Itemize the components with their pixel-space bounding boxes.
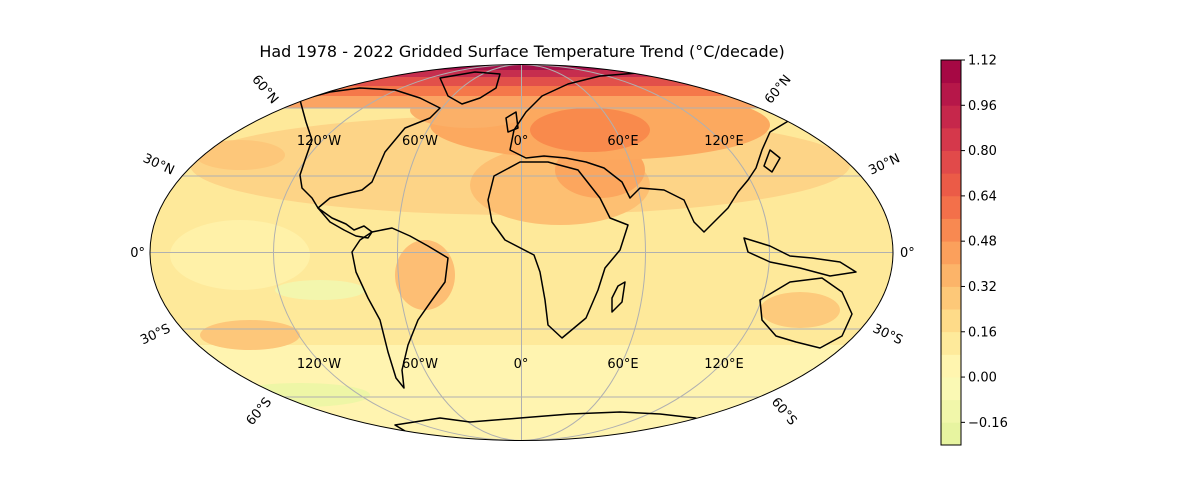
colorbar-tick-label-6: 0.80 bbox=[968, 144, 997, 159]
colorbar-band-16 bbox=[941, 60, 961, 84]
colorbar-band-11 bbox=[941, 173, 961, 197]
southeast-asia-islands-coast bbox=[743, 237, 857, 277]
south-atlantic-warm-patch bbox=[200, 320, 300, 350]
parallel-label-30n-right: 30°N bbox=[866, 151, 902, 178]
colorbar-band-2 bbox=[941, 377, 961, 401]
parallel-label-60s-right: 60°S bbox=[768, 395, 800, 429]
colorbar-tick-label-0: −0.16 bbox=[968, 416, 1008, 431]
colorbar: −0.16 0.00 0.16 0.32 0.48 0.64 0.80 0.96 1.12 bbox=[940, 54, 1008, 446]
south-america-warm-patch bbox=[395, 240, 455, 310]
colorbar-band-14 bbox=[941, 105, 961, 129]
colorbar-band-7 bbox=[941, 263, 961, 287]
eurasia-coast bbox=[509, 71, 791, 233]
colorbar-band-3 bbox=[941, 354, 961, 378]
europe-warm-patch bbox=[530, 108, 650, 152]
parallel-label-30s-right: 30°S bbox=[870, 321, 905, 348]
antarctica-coast bbox=[394, 411, 721, 441]
colorbar-band-13 bbox=[941, 127, 961, 151]
colorbar-band-8 bbox=[941, 241, 961, 265]
meridian-label-120e-top: 120°E bbox=[704, 134, 744, 149]
indian-ocean-warm-patch bbox=[760, 292, 840, 328]
colorbar-band-0 bbox=[941, 422, 961, 446]
meridian-label-60w-top: 60°W bbox=[402, 134, 438, 149]
map-boundary bbox=[149, 64, 894, 441]
colorbar-band-9 bbox=[941, 218, 961, 242]
coastlines bbox=[299, 71, 889, 441]
colorbar-tick-label-5: 0.64 bbox=[968, 189, 997, 204]
new-zealand-coast bbox=[871, 349, 889, 377]
madagascar-coast bbox=[611, 281, 626, 313]
parallel-label-0-right: 0° bbox=[900, 246, 915, 261]
parallel-label-0-left: 0° bbox=[130, 246, 145, 261]
colorbar-frame bbox=[940, 59, 962, 446]
meridian-120 bbox=[273, 64, 770, 441]
australia-coast bbox=[759, 277, 853, 349]
colorbar-band-10 bbox=[941, 195, 961, 219]
colorbar-band-5 bbox=[941, 309, 961, 333]
meridian-label-60w-bottom: 60°W bbox=[402, 357, 438, 372]
meridian-label-0-bottom: 0° bbox=[514, 357, 529, 372]
colorbar-tick-label-8: 1.12 bbox=[968, 54, 997, 69]
colorbar-band-4 bbox=[941, 331, 961, 355]
north-pacific-warm-patch bbox=[195, 140, 285, 170]
japan-coast bbox=[763, 149, 781, 173]
greenland-coast bbox=[439, 71, 501, 105]
colorbar-tick-label-7: 0.96 bbox=[968, 99, 997, 114]
north-america-coast bbox=[299, 87, 441, 209]
colorbar-band-6 bbox=[941, 286, 961, 310]
colorbar-band-1 bbox=[941, 399, 961, 423]
parallel-label-60n-left: 60°N bbox=[248, 72, 281, 107]
colorbar-band-15 bbox=[941, 82, 961, 106]
chart-title: Had 1978 - 2022 Gridded Surface Temperat… bbox=[259, 42, 784, 61]
colorbar-tick-label-2: 0.16 bbox=[968, 325, 997, 340]
meridian-label-120w-top: 120°W bbox=[297, 134, 341, 149]
parallel-label-30s-left: 30°S bbox=[138, 321, 173, 348]
parallel-label-30n-left: 30°N bbox=[140, 151, 176, 178]
parallel-label-60s-left: 60°S bbox=[244, 395, 276, 429]
meridian-label-0-top: 0° bbox=[514, 134, 529, 149]
colorbar-tick-label-1: 0.00 bbox=[968, 371, 997, 386]
colorbar-tick-label-3: 0.32 bbox=[968, 280, 997, 295]
map-area bbox=[150, 64, 893, 441]
meridian-label-120e-bottom: 120°E bbox=[704, 357, 744, 372]
british-isles-coast bbox=[505, 111, 519, 133]
meridian-60 bbox=[397, 64, 646, 441]
parallel-label-60n-right: 60°N bbox=[762, 72, 795, 107]
meridian-label-60e-top: 60°E bbox=[607, 134, 638, 149]
meridian-label-120w-bottom: 120°W bbox=[297, 357, 341, 372]
colorbar-band-12 bbox=[941, 150, 961, 174]
southern-pacific-cool-patch bbox=[275, 280, 365, 300]
colorbar-tick-label-4: 0.48 bbox=[968, 235, 997, 250]
africa-coast bbox=[487, 161, 629, 339]
meridian-label-60e-bottom: 60°E bbox=[607, 357, 638, 372]
tropical-pacific-cool-patch bbox=[170, 220, 310, 290]
meridian-labels: 120°W 60°W 0° 60°E 120°E 120°W 60°W 0° 6… bbox=[297, 134, 744, 372]
south-america-coast bbox=[351, 227, 449, 389]
